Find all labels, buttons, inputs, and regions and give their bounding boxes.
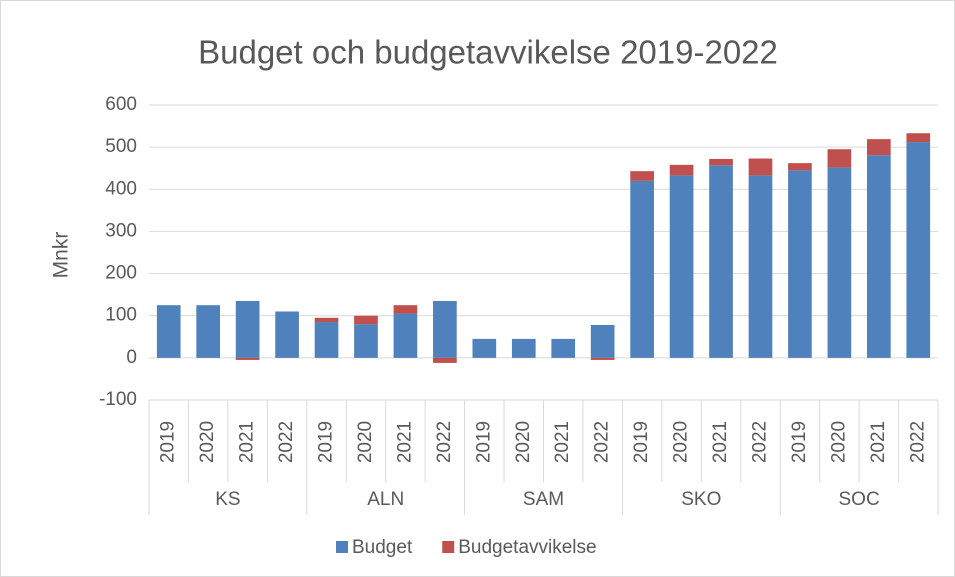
bar (709, 158, 733, 166)
bar (669, 175, 694, 358)
x-tick-label: 2022 (434, 421, 455, 463)
x-tick-label: 2019 (789, 421, 810, 463)
bar (433, 300, 457, 358)
x-tick-label: 2022 (276, 421, 297, 463)
x-tick-label: 2022 (592, 421, 613, 463)
group-label: SOC (839, 489, 880, 510)
x-tick-label: 2022 (749, 421, 770, 463)
bar (827, 167, 852, 358)
legend-swatch (336, 541, 348, 553)
y-tick-label: 300 (105, 220, 137, 241)
y-tick-label: 200 (105, 263, 137, 284)
x-tick-label: 2020 (197, 421, 218, 463)
bar (433, 357, 457, 363)
group-label: ALN (367, 489, 404, 510)
x-tick-label: 2019 (316, 421, 337, 463)
bar (788, 170, 812, 358)
y-tick-label: 400 (105, 178, 137, 199)
x-tick-label: 2019 (473, 421, 494, 463)
bar (314, 317, 339, 323)
y-tick-label: 600 (105, 94, 137, 115)
legend-label: Budgetavvikelse (458, 537, 596, 558)
x-tick-label: 2021 (237, 421, 258, 463)
bar (866, 155, 891, 358)
x-tick-label: 2021 (394, 421, 415, 463)
y-tick-label: 0 (126, 347, 137, 368)
bar (393, 313, 418, 358)
bar (275, 311, 299, 358)
x-tick-label: 2020 (513, 421, 534, 463)
x-tick-label: 2020 (355, 421, 376, 463)
y-tick-label: 100 (105, 305, 137, 326)
x-tick-label: 2020 (671, 421, 692, 463)
group-label: SAM (523, 489, 564, 510)
bar (866, 139, 891, 156)
y-tick-label: -100 (99, 389, 137, 410)
bar (590, 357, 615, 360)
x-tick-label: 2019 (158, 421, 179, 463)
x-tick-label: 2021 (552, 421, 573, 463)
bar (354, 324, 378, 358)
group-label: SKO (681, 489, 721, 510)
bar (393, 305, 418, 314)
x-tick-label: 2020 (828, 421, 849, 463)
bar (906, 142, 931, 358)
x-tick-label: 2021 (868, 421, 889, 463)
legend-swatch (442, 541, 455, 553)
bar (196, 305, 221, 358)
bar (354, 315, 378, 325)
bar (748, 158, 773, 176)
bar (788, 163, 812, 171)
bar (748, 175, 773, 358)
legend-label: Budget (352, 537, 413, 558)
bar (630, 171, 654, 181)
bar (472, 338, 497, 358)
bar (156, 305, 181, 358)
bar (827, 149, 852, 168)
bar (511, 338, 536, 358)
bar (590, 324, 615, 358)
x-tick-label: 2022 (907, 421, 928, 463)
bar (709, 165, 733, 358)
y-tick-label: 500 (105, 136, 137, 157)
bar (235, 300, 260, 358)
chart-title: Budget och budgetavvikelse 2019-2022 (198, 34, 778, 71)
bar (630, 180, 654, 358)
bar (314, 322, 339, 358)
y-axis-label: Mnkr (50, 232, 73, 279)
x-tick-label: 2019 (631, 421, 652, 463)
bar (235, 357, 260, 360)
bar (669, 164, 694, 176)
x-tick-label: 2021 (710, 421, 731, 463)
group-label: KS (215, 489, 240, 510)
bar (551, 338, 576, 358)
bar (906, 133, 931, 143)
